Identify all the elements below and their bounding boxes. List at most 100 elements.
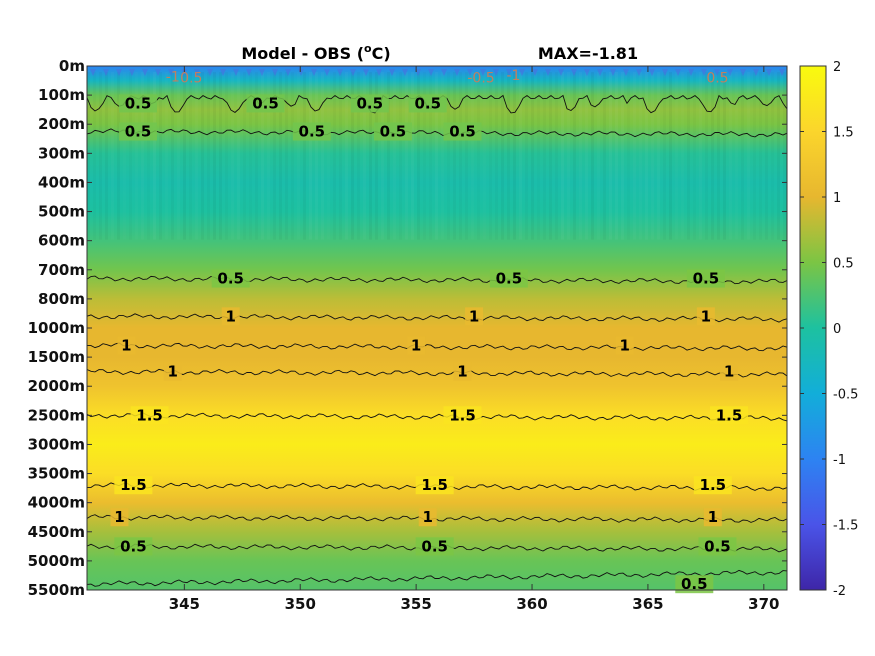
surface-marker: [740, 69, 746, 76]
y-tick-label: 3500m: [28, 465, 85, 483]
contour-label: 1.5: [136, 406, 163, 424]
texture-streak: [759, 72, 762, 240]
contour-label: 1.5: [716, 406, 743, 424]
contour-label: 0.5: [414, 94, 441, 112]
colorbar-tick-label: -1: [833, 453, 846, 468]
texture-streak: [669, 72, 672, 240]
colorbar-tick-label: 0.5: [833, 257, 854, 272]
texture-streak: [687, 72, 690, 240]
surface-marker: [350, 69, 356, 76]
texture-streak: [207, 72, 210, 240]
texture-streak: [93, 72, 96, 240]
y-tick-label: 1500m: [28, 348, 85, 366]
texture-streak: [633, 72, 636, 240]
surface-marker: [571, 69, 577, 76]
contour-label: 1: [620, 336, 630, 354]
texture-streak: [645, 72, 648, 240]
contour-label: 1: [114, 508, 124, 526]
texture-streak: [291, 72, 294, 240]
x-tick-label: 355: [400, 595, 431, 613]
surface-marker: [688, 69, 694, 76]
texture-streak: [471, 72, 474, 240]
contour-label: 1: [701, 307, 711, 325]
colorbar-tick-label: 1.5: [833, 126, 854, 141]
y-tick-label: 100m: [38, 86, 85, 104]
surface-marker: [480, 69, 486, 76]
texture-streak: [753, 72, 756, 240]
surface-marker: [376, 69, 382, 76]
texture-streak: [183, 72, 186, 240]
colorbar-tick-label: -1.5: [833, 519, 858, 534]
contour-label-bg: [110, 508, 129, 527]
contour-label: 0.5: [380, 123, 407, 141]
surface-marker: [675, 69, 681, 76]
texture-streak: [483, 72, 486, 240]
contour-line: [86, 342, 788, 352]
contour-label-bg: [415, 476, 454, 495]
texture-streak: [711, 72, 714, 240]
texture-streak: [651, 72, 654, 240]
colorbar-tick-label: -2: [833, 584, 846, 599]
contour-label-bg: [130, 406, 169, 425]
texture-streak: [567, 72, 570, 240]
surface-marker: [597, 69, 603, 76]
texture-streak: [681, 72, 684, 240]
surface-marker: [129, 69, 135, 76]
texture-streak: [543, 72, 546, 240]
texture-streak: [453, 72, 456, 240]
x-tick-label: 360: [516, 595, 547, 613]
contour-label: 0.5: [180, 71, 202, 87]
texture-streak: [285, 72, 288, 240]
texture-streak: [663, 72, 666, 240]
texture-streak: [609, 72, 612, 240]
texture-streak: [537, 72, 540, 240]
contour-label-bg: [211, 269, 250, 288]
surface-marker: [337, 69, 343, 76]
surface-marker: [389, 69, 395, 76]
surface-marker: [259, 69, 265, 76]
surface-marker: [428, 69, 434, 76]
surface-marker: [766, 69, 772, 76]
texture-streak: [339, 72, 342, 240]
y-tick-label: 0m: [59, 57, 85, 75]
texture-streak: [675, 72, 678, 240]
y-tick-label: 1000m: [28, 319, 85, 337]
contour-label-bg: [408, 94, 447, 113]
contour-label: 0.5: [125, 123, 152, 141]
contour-label-bg: [114, 476, 153, 495]
colorbar-tick-label: -0.5: [833, 388, 858, 403]
texture-streak: [519, 72, 522, 240]
surface-marker: [779, 69, 785, 76]
surface-marker: [168, 69, 174, 76]
contour-label: -1: [166, 69, 180, 85]
y-tick-label: 300m: [38, 144, 85, 162]
surface-marker: [181, 69, 187, 76]
y-tick-label: 4500m: [28, 523, 85, 541]
x-tick-label: 370: [748, 595, 779, 613]
texture-streak: [321, 72, 324, 240]
contour-label-bg: [686, 269, 725, 288]
surface-marker: [272, 69, 278, 76]
surface-marker: [155, 69, 161, 76]
texture-streak: [723, 72, 726, 240]
surface-marker: [558, 69, 564, 76]
surface-marker: [363, 69, 369, 76]
texture-streak: [195, 72, 198, 240]
texture-streak: [741, 72, 744, 240]
texture-streak: [573, 72, 576, 240]
contour-label-bg: [292, 122, 331, 141]
texture-streak: [225, 72, 228, 240]
surface-marker: [220, 69, 226, 76]
contour-label-bg: [465, 307, 484, 326]
surface-marker: [142, 69, 148, 76]
contour-line: [86, 412, 788, 422]
y-tick-label: 3000m: [28, 435, 85, 453]
texture-streak: [309, 72, 312, 240]
texture-streak: [699, 72, 702, 240]
contour-label: 1: [708, 508, 718, 526]
contour-label-bg: [710, 406, 749, 425]
surface-marker: [701, 69, 707, 76]
surface-marker: [116, 69, 122, 76]
contour-label: 1: [457, 363, 467, 381]
contour-label-bg: [489, 269, 528, 288]
